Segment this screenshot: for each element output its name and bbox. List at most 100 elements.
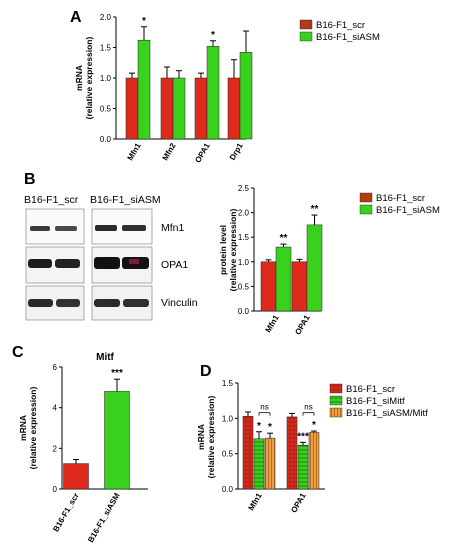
blot-band bbox=[28, 299, 53, 307]
y-tick-label: 0.5 bbox=[238, 282, 250, 291]
y-axis-label-line: (relative expression) bbox=[28, 386, 38, 469]
x-tick-label: Mfn2 bbox=[161, 141, 178, 162]
significance-mark: ** bbox=[311, 204, 319, 215]
panel-label-a: A bbox=[70, 9, 82, 26]
y-axis-label-line: (relative expression) bbox=[228, 208, 238, 291]
blot-artifact bbox=[129, 259, 139, 264]
legend-label: B16-F1_siASM/Mitf bbox=[346, 408, 428, 419]
y-axis-label-line: (relative expression) bbox=[84, 36, 94, 119]
legend-swatch bbox=[359, 204, 373, 215]
blot-band bbox=[55, 259, 80, 268]
x-tick-label: Drp1 bbox=[228, 141, 245, 162]
y-tick-label: 0.0 bbox=[238, 307, 250, 316]
legend-swatch bbox=[329, 383, 343, 394]
legend-label: B16-F1_scr bbox=[316, 20, 365, 31]
blot-band bbox=[56, 299, 80, 307]
bar bbox=[125, 77, 139, 140]
blot-band bbox=[28, 259, 52, 268]
significance-mark: * bbox=[268, 422, 272, 433]
bar bbox=[242, 415, 254, 490]
bar bbox=[275, 246, 292, 312]
legend-label: B16-F1_scr bbox=[346, 384, 395, 395]
blot-label-mfn1: Mfn1 bbox=[161, 222, 185, 234]
bar bbox=[286, 416, 298, 490]
x-tick-label: OPA1 bbox=[193, 141, 212, 164]
x-tick-label: Mfn1 bbox=[126, 141, 143, 162]
x-tick-label: OPA1 bbox=[293, 313, 312, 336]
y-tick-label: 2 bbox=[53, 444, 58, 453]
significance-mark: * bbox=[142, 16, 146, 27]
legend-swatch bbox=[329, 395, 343, 406]
bar bbox=[264, 437, 276, 490]
y-tick-label: 0 bbox=[53, 485, 58, 494]
bar bbox=[160, 77, 174, 140]
blot-band bbox=[123, 299, 149, 307]
y-tick-label: 1.0 bbox=[222, 414, 234, 423]
significance-mark: * bbox=[312, 420, 316, 431]
legend-swatch bbox=[359, 192, 373, 203]
bracket-label: ns bbox=[260, 403, 268, 412]
y-tick-label: 1.5 bbox=[238, 233, 250, 242]
bar bbox=[239, 52, 253, 140]
y-axis-label-line: (relative expression) bbox=[206, 395, 216, 478]
bar bbox=[306, 224, 323, 312]
x-tick-label: Mfn1 bbox=[247, 491, 264, 512]
blot-band bbox=[95, 225, 117, 231]
significance-mark: *** bbox=[111, 368, 123, 379]
blot-header-siasm: B16-F1_siASM bbox=[90, 194, 161, 206]
legend-label: B16-F1_scr bbox=[376, 193, 425, 204]
significance-mark: * bbox=[257, 421, 261, 432]
bar bbox=[137, 39, 151, 140]
bar bbox=[104, 391, 130, 490]
x-tick-label: OPA1 bbox=[289, 491, 308, 514]
blot-label-opa1: OPA1 bbox=[161, 259, 188, 271]
y-axis-label-line: mRNA bbox=[18, 415, 28, 441]
blot-band bbox=[94, 299, 120, 307]
y-tick-label: 6 bbox=[53, 363, 58, 372]
y-axis-label-line: protein level bbox=[218, 225, 228, 275]
y-tick-label: 0.0 bbox=[222, 485, 234, 494]
bar bbox=[206, 46, 220, 140]
bar bbox=[172, 77, 186, 140]
legend-swatch bbox=[299, 19, 313, 30]
bar bbox=[194, 77, 208, 140]
y-tick-label: 0.5 bbox=[100, 105, 112, 114]
bar bbox=[308, 432, 320, 490]
bar bbox=[297, 444, 309, 490]
significance-mark: * bbox=[211, 30, 215, 41]
y-axis-label-line: mRNA bbox=[74, 65, 84, 91]
y-axis-label: mRNA(relative expression) bbox=[18, 386, 38, 469]
chart-title: Mitf bbox=[96, 352, 114, 363]
y-axis-label-line: mRNA bbox=[196, 424, 206, 450]
y-axis-label: mRNA(relative expression) bbox=[74, 36, 94, 119]
y-tick-label: 1.0 bbox=[238, 258, 250, 267]
y-tick-label: 4 bbox=[53, 404, 58, 413]
bar bbox=[253, 438, 265, 490]
legend-label: B16-F1_siASM bbox=[376, 205, 440, 216]
western-blot: B16-F1_scr B16-F1_siASM Mfn1 OPA1 Vincul… bbox=[24, 194, 198, 321]
bar bbox=[260, 261, 277, 312]
chart-c: 0 2 4 6 mRNA(relative expression) *** B16-F1_s… bbox=[18, 352, 148, 544]
bar bbox=[291, 261, 308, 312]
y-tick-label: 1.0 bbox=[100, 74, 112, 83]
blot-band bbox=[30, 226, 50, 231]
y-tick-label: 1.5 bbox=[222, 379, 234, 388]
blot-band bbox=[122, 225, 146, 231]
bracket-label: ns bbox=[304, 403, 312, 412]
y-tick-label: 1.5 bbox=[100, 44, 112, 53]
x-tick-label: Mfn1 bbox=[264, 313, 281, 334]
legend-swatch bbox=[329, 407, 343, 418]
y-tick-label: 0.5 bbox=[222, 450, 234, 459]
legend-label: B16-F1_siMitf bbox=[346, 396, 405, 407]
blot-band bbox=[55, 226, 77, 231]
legend-swatch bbox=[299, 31, 313, 42]
significance-mark: *** bbox=[297, 431, 309, 442]
chart-a: 0.0 0.5 1.0 1.5 2.0 mRNA(relative expression)… bbox=[74, 13, 380, 164]
panel-label-b: B bbox=[24, 171, 36, 188]
blot-band bbox=[94, 257, 120, 269]
blot-label-vinculin: Vinculin bbox=[161, 297, 198, 309]
panel-label-c: C bbox=[12, 344, 24, 361]
y-tick-label: 2.0 bbox=[100, 13, 112, 22]
